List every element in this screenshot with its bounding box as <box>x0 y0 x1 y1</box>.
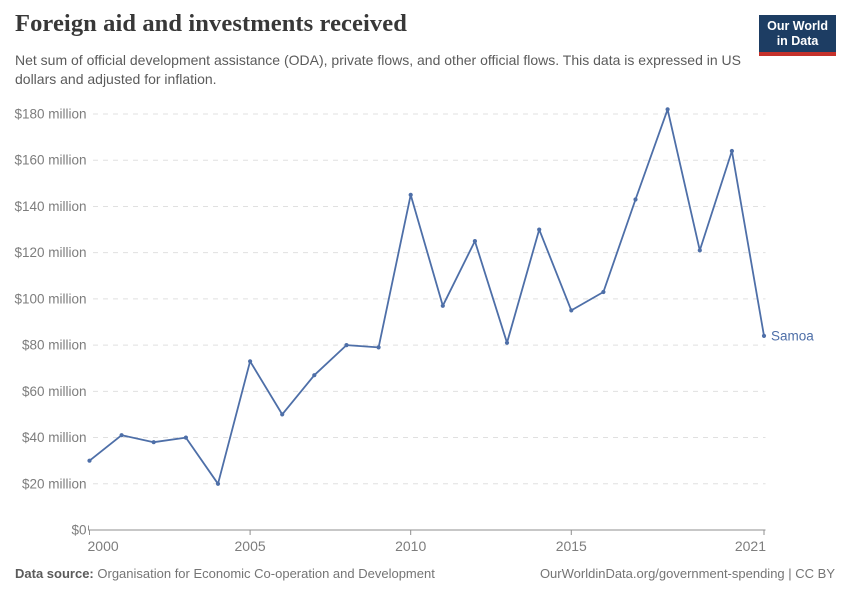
data-point-2007[interactable] <box>312 373 317 378</box>
data-source: Data source: Organisation for Economic C… <box>15 566 435 581</box>
data-point-2011[interactable] <box>440 303 445 308</box>
logo-line2: in Data <box>776 34 819 48</box>
data-point-2001[interactable] <box>119 433 124 438</box>
data-point-2020[interactable] <box>729 148 735 154</box>
data-source-label: Data source: <box>15 566 94 581</box>
y-axis-tick-label: $20 million <box>22 476 87 491</box>
x-axis-tick-label: 2015 <box>556 538 587 554</box>
data-source-text: Organisation for Economic Co-operation a… <box>97 566 435 581</box>
x-axis-tick-label: 2010 <box>395 538 426 554</box>
data-point-2009[interactable] <box>376 345 381 350</box>
data-point-2013[interactable] <box>504 340 510 345</box>
data-point-2006[interactable] <box>280 412 285 417</box>
data-point-2021[interactable] <box>761 333 767 338</box>
data-point-2012[interactable] <box>472 239 477 244</box>
y-axis-tick-label: $40 million <box>22 430 87 445</box>
data-point-2008[interactable] <box>344 343 349 348</box>
x-axis-tick-label: 2005 <box>235 538 266 554</box>
y-axis-tick-label: $160 million <box>14 153 86 168</box>
entity-label[interactable]: Samoa <box>771 328 814 343</box>
data-point-2018[interactable] <box>665 107 670 112</box>
y-axis-tick-label: $0 <box>71 523 86 538</box>
data-point-2014[interactable] <box>537 227 542 232</box>
data-point-2016[interactable] <box>601 289 606 295</box>
data-point-2000[interactable] <box>87 458 92 463</box>
page-title: Foreign aid and investments received <box>15 10 407 37</box>
data-point-2017[interactable] <box>633 197 638 202</box>
data-point-2005[interactable] <box>248 359 253 364</box>
chart-subtitle: Net sum of official development assistan… <box>15 52 741 87</box>
data-point-2003[interactable] <box>183 435 188 440</box>
data-point-2002[interactable] <box>151 440 156 445</box>
logo-line1: Our World <box>767 19 828 33</box>
chart-footer: Data source: Organisation for Economic C… <box>15 566 835 581</box>
x-axis-tick-label: 2000 <box>88 538 119 554</box>
y-axis-tick-label: $180 million <box>14 107 86 122</box>
owid-logo[interactable]: Our World in Data <box>759 15 836 56</box>
data-point-2004[interactable] <box>215 481 221 486</box>
data-point-2019[interactable] <box>697 248 702 253</box>
y-axis-tick-label: $120 million <box>14 245 86 260</box>
y-axis-tick-label: $60 million <box>22 384 87 399</box>
y-axis-tick-label: $100 million <box>14 291 86 306</box>
data-point-2015[interactable] <box>569 308 574 313</box>
x-axis-tick-label: 2021 <box>735 538 766 554</box>
credit-line: OurWorldinData.org/government-spending |… <box>539 566 835 581</box>
series-line-samoa[interactable] <box>88 108 765 485</box>
y-axis-tick-label: $80 million <box>22 338 87 353</box>
y-axis-tick-label: $140 million <box>14 199 86 214</box>
data-point-2010[interactable] <box>408 192 413 197</box>
